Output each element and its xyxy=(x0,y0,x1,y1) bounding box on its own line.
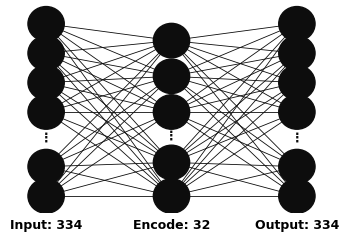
Ellipse shape xyxy=(153,179,190,213)
Ellipse shape xyxy=(279,36,315,70)
Ellipse shape xyxy=(153,23,190,58)
Text: ⋮: ⋮ xyxy=(165,130,178,143)
Ellipse shape xyxy=(28,95,64,129)
Text: Input: 334: Input: 334 xyxy=(10,219,82,232)
Ellipse shape xyxy=(153,145,190,180)
Text: ⋮: ⋮ xyxy=(40,132,52,145)
Ellipse shape xyxy=(153,95,190,129)
Text: Encode: 32: Encode: 32 xyxy=(133,219,210,232)
Ellipse shape xyxy=(28,7,64,41)
Ellipse shape xyxy=(279,149,315,184)
Ellipse shape xyxy=(28,36,64,70)
Ellipse shape xyxy=(279,95,315,129)
Ellipse shape xyxy=(28,179,64,213)
Ellipse shape xyxy=(279,7,315,41)
Ellipse shape xyxy=(279,179,315,213)
Ellipse shape xyxy=(28,149,64,184)
Text: Output: 334: Output: 334 xyxy=(255,219,339,232)
Ellipse shape xyxy=(279,65,315,100)
Text: ⋮: ⋮ xyxy=(291,132,303,145)
Ellipse shape xyxy=(28,65,64,100)
Ellipse shape xyxy=(153,59,190,94)
